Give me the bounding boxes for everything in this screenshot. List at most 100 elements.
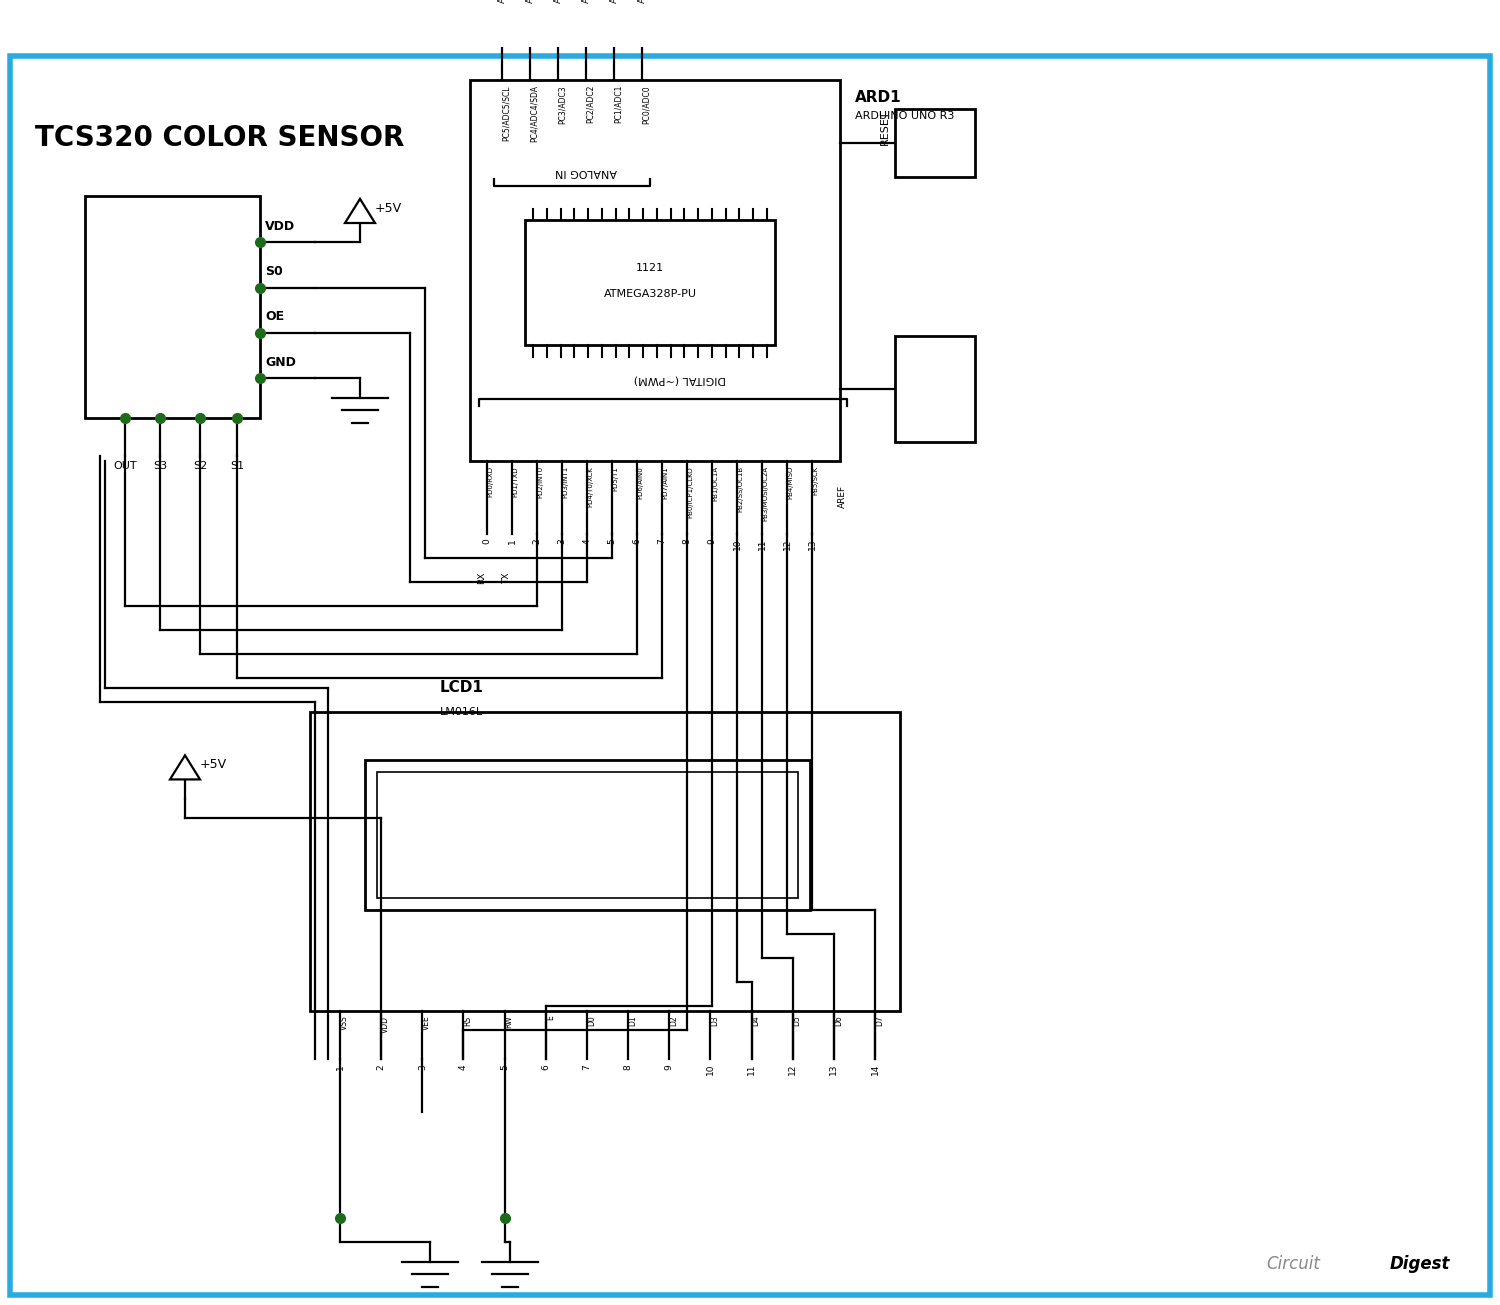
- Text: OUT: OUT: [112, 461, 136, 471]
- Text: RX: RX: [477, 572, 486, 585]
- Text: AREF: AREF: [837, 485, 846, 509]
- Text: S2: S2: [194, 461, 207, 471]
- Text: 6: 6: [542, 1064, 550, 1070]
- Text: 8: 8: [624, 1064, 633, 1070]
- Text: +5V: +5V: [200, 758, 226, 771]
- Text: D3: D3: [711, 1015, 720, 1027]
- Text: RS: RS: [464, 1015, 472, 1026]
- Text: GND: GND: [266, 356, 296, 368]
- Text: S3: S3: [153, 461, 166, 471]
- Text: A3: A3: [554, 0, 562, 3]
- Bar: [525, 221, 776, 346]
- Text: S1: S1: [230, 461, 244, 471]
- Text: D6: D6: [834, 1015, 843, 1027]
- Text: 12: 12: [788, 1064, 796, 1075]
- Text: A1: A1: [609, 0, 618, 3]
- Text: 4: 4: [459, 1064, 468, 1070]
- Text: 11: 11: [758, 539, 766, 549]
- Polygon shape: [345, 198, 375, 223]
- Text: PD0/RXD: PD0/RXD: [488, 466, 494, 497]
- Text: PB1/OC1A: PB1/OC1A: [712, 466, 718, 501]
- Text: 9: 9: [708, 539, 717, 544]
- Text: 12: 12: [783, 539, 792, 549]
- Text: PC5/ADC5/SCL: PC5/ADC5/SCL: [503, 85, 512, 141]
- Text: PB3/MOSI/OC2A: PB3/MOSI/OC2A: [762, 466, 768, 521]
- Text: PD3/INT1: PD3/INT1: [562, 466, 568, 499]
- Text: TCS320 COLOR SENSOR: TCS320 COLOR SENSOR: [34, 124, 405, 153]
- Text: PD6/AIN0: PD6/AIN0: [638, 466, 644, 499]
- Text: 8: 8: [682, 539, 692, 544]
- Text: 14: 14: [870, 1064, 879, 1075]
- Bar: [896, 335, 975, 442]
- Text: 13: 13: [830, 1064, 839, 1075]
- Bar: [310, 713, 900, 1011]
- Text: D1: D1: [628, 1015, 638, 1026]
- Bar: [470, 81, 840, 461]
- Text: LM016L: LM016L: [440, 707, 483, 718]
- Text: PD7/AIN1: PD7/AIN1: [662, 466, 668, 499]
- Text: 13: 13: [807, 539, 816, 549]
- Text: RW: RW: [504, 1015, 513, 1028]
- Text: 7: 7: [582, 1064, 591, 1070]
- Text: PC3/ADC3: PC3/ADC3: [558, 85, 567, 124]
- Bar: [86, 196, 260, 418]
- Text: A0: A0: [638, 0, 646, 3]
- Text: D5: D5: [792, 1015, 801, 1027]
- Text: ARDUINO UNO R3: ARDUINO UNO R3: [855, 111, 954, 121]
- Text: PD2/INT0: PD2/INT0: [537, 466, 543, 499]
- Text: PD1/TXD: PD1/TXD: [512, 466, 518, 496]
- Text: PC2/ADC2: PC2/ADC2: [586, 85, 596, 124]
- Text: VSS: VSS: [340, 1015, 350, 1031]
- Text: +5V: +5V: [375, 202, 402, 215]
- Text: DIGITAL (~PWM): DIGITAL (~PWM): [633, 375, 726, 384]
- Text: PC0/ADC0: PC0/ADC0: [642, 85, 651, 124]
- Text: Digest: Digest: [1389, 1255, 1450, 1274]
- Bar: [376, 771, 798, 898]
- Text: VDD: VDD: [266, 219, 296, 232]
- Text: A4: A4: [525, 0, 534, 3]
- Text: Circuit: Circuit: [1266, 1255, 1320, 1274]
- Text: 5: 5: [608, 539, 616, 544]
- Text: 6: 6: [633, 539, 642, 544]
- Text: ATMEGA328P-PU: ATMEGA328P-PU: [603, 290, 696, 299]
- Text: VEE: VEE: [423, 1015, 432, 1031]
- Text: RESET: RESET: [880, 110, 890, 145]
- Text: PC1/ADC1: PC1/ADC1: [614, 85, 622, 124]
- Text: A5: A5: [498, 0, 507, 3]
- Text: D7: D7: [874, 1015, 884, 1027]
- Text: OE: OE: [266, 311, 284, 324]
- Text: ARD1: ARD1: [855, 90, 901, 104]
- Text: 10: 10: [732, 539, 741, 549]
- Text: A2: A2: [582, 0, 591, 3]
- Text: 5: 5: [500, 1064, 508, 1070]
- Text: D4: D4: [752, 1015, 760, 1027]
- Text: 10: 10: [706, 1064, 716, 1075]
- Text: VDD: VDD: [381, 1015, 390, 1032]
- Text: 9: 9: [664, 1064, 674, 1070]
- Text: 2: 2: [532, 539, 542, 544]
- Text: PC4/ADC4/SDA: PC4/ADC4/SDA: [530, 85, 538, 142]
- Text: PD5/T1: PD5/T1: [612, 466, 618, 491]
- Text: 1: 1: [336, 1064, 345, 1070]
- Text: LCD1: LCD1: [440, 680, 485, 694]
- Text: 2: 2: [376, 1064, 386, 1070]
- Text: 3: 3: [419, 1064, 428, 1070]
- Text: PB0/ICP1/CLKO: PB0/ICP1/CLKO: [687, 466, 693, 518]
- Text: S0: S0: [266, 265, 282, 278]
- Bar: [896, 110, 975, 176]
- Text: PB5/SCK: PB5/SCK: [812, 466, 818, 496]
- Text: 1: 1: [507, 539, 516, 544]
- Text: 4: 4: [582, 539, 591, 544]
- Text: 3: 3: [558, 539, 567, 544]
- Text: ANALOG IN: ANALOG IN: [555, 167, 616, 177]
- Text: TX: TX: [503, 572, 512, 583]
- Text: PD4/T0/XCK: PD4/T0/XCK: [586, 466, 592, 506]
- Text: D0: D0: [586, 1015, 596, 1027]
- Text: PB2/SS/OC1B: PB2/SS/OC1B: [736, 466, 742, 512]
- Text: 7: 7: [657, 539, 666, 544]
- Bar: [364, 760, 810, 910]
- Text: D2: D2: [669, 1015, 678, 1026]
- Text: 1121: 1121: [636, 264, 664, 273]
- Text: 11: 11: [747, 1064, 756, 1075]
- Text: E: E: [546, 1015, 555, 1021]
